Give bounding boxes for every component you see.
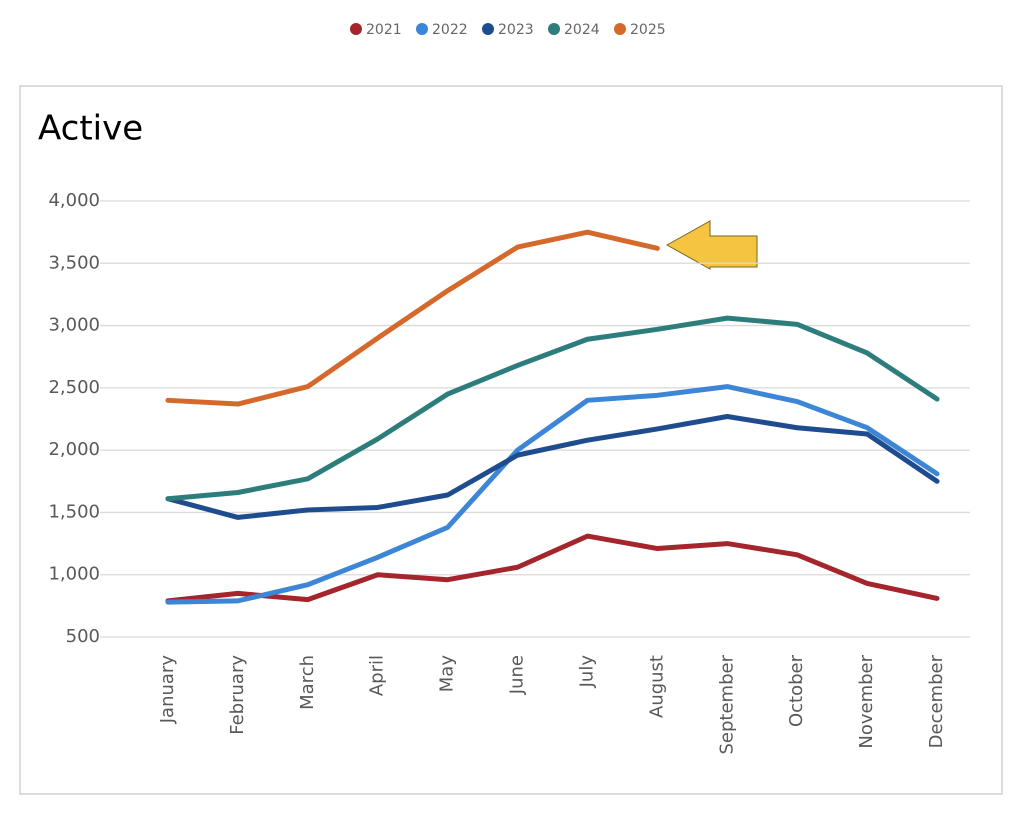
- legend-marker: [416, 23, 428, 35]
- x-tick-label: January: [157, 655, 178, 725]
- y-tick-label: 4,000: [48, 190, 100, 211]
- legend-label: 2022: [432, 22, 468, 38]
- chart-frame: [19, 85, 1003, 795]
- x-tick-label: July: [576, 655, 597, 689]
- x-tick-label: June: [507, 655, 528, 695]
- y-tick-label: 3,000: [48, 315, 100, 336]
- legend-label: 2021: [366, 22, 402, 38]
- legend-label: 2024: [564, 22, 600, 38]
- legend-marker: [548, 23, 560, 35]
- x-tick-label: August: [646, 655, 667, 718]
- legend-marker: [614, 23, 626, 35]
- x-tick-label: November: [856, 654, 877, 748]
- legend-marker: [350, 23, 362, 35]
- x-tick-label: February: [227, 655, 248, 735]
- y-tick-label: 3,500: [48, 252, 100, 273]
- y-tick-label: 1,000: [48, 564, 100, 585]
- series-line: [165, 533, 940, 604]
- series-line: [165, 229, 660, 407]
- legend-label: 2025: [630, 22, 666, 38]
- x-tick-label: September: [716, 654, 737, 754]
- x-tick-label: March: [297, 655, 318, 710]
- y-tick-label: 500: [66, 626, 100, 647]
- series-line: [165, 414, 940, 520]
- x-tick-label: October: [786, 654, 807, 727]
- y-tick-label: 2,500: [48, 377, 100, 398]
- x-tick-label: December: [926, 654, 947, 748]
- legend-marker: [482, 23, 494, 35]
- y-tick-label: 2,000: [48, 439, 100, 460]
- x-tick-label: April: [367, 655, 388, 696]
- x-tick-label: May: [437, 655, 458, 693]
- arrow: [665, 220, 758, 270]
- legend-label: 2023: [498, 22, 534, 38]
- chart-title: Active: [38, 109, 143, 149]
- y-tick-label: 1,500: [48, 501, 100, 522]
- series-line: [165, 315, 940, 502]
- series-line: [165, 384, 940, 605]
